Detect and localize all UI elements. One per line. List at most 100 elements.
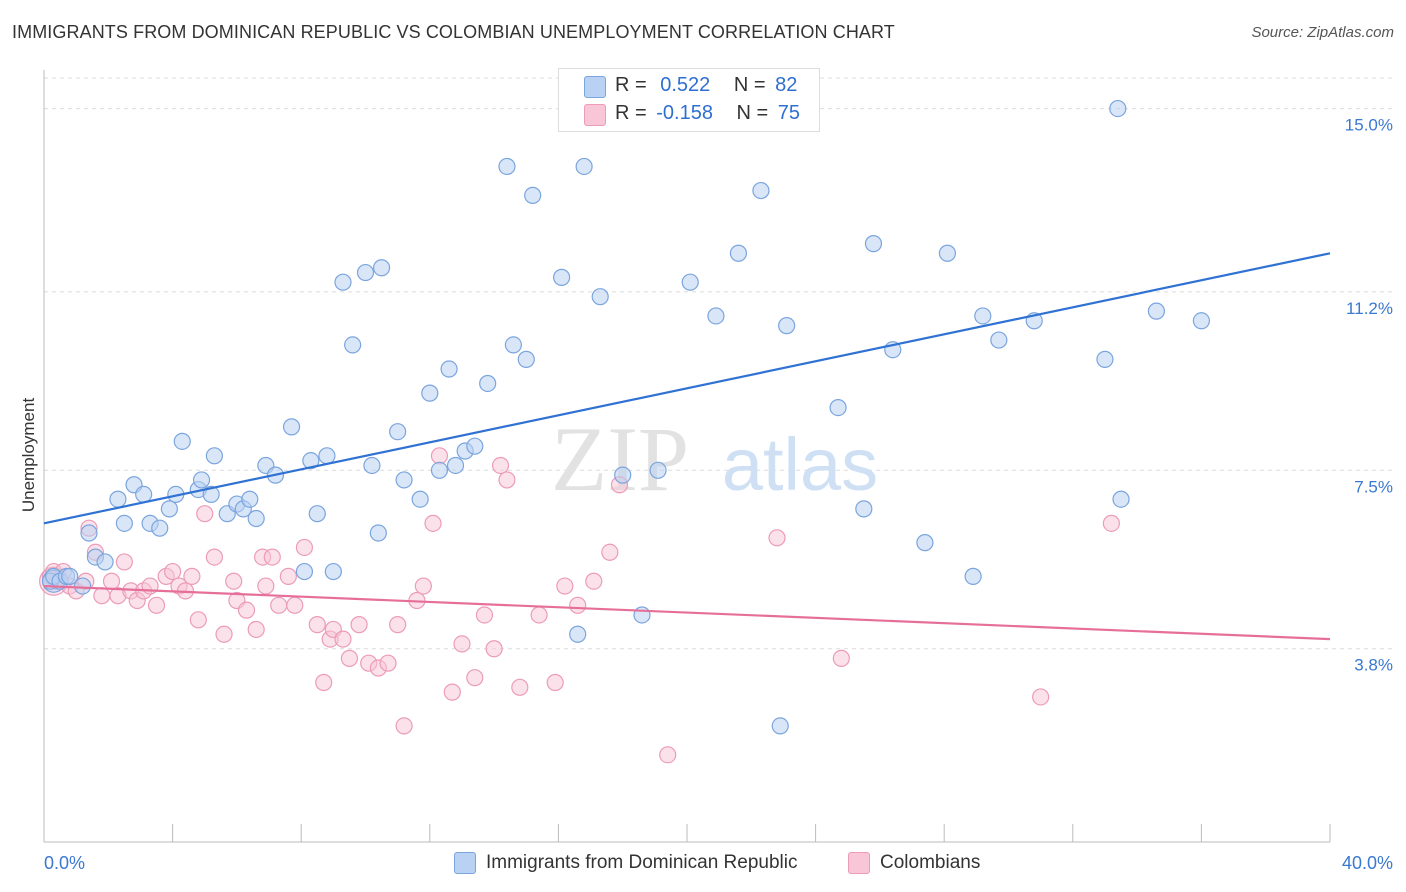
colombians-point [115,553,133,571]
dominican-point [205,447,223,465]
dominican-point [324,562,342,581]
dominican-point [938,244,957,262]
legend-r-value: 0.522 [660,74,711,96]
dominican-point [135,485,153,504]
dominican-point [334,273,352,291]
colombians-point [530,606,548,624]
colombians-point [164,562,182,581]
chart-title: IMMIGRANTS FROM DOMINICAN REPUBLIC VS CO… [12,22,895,42]
dominican-point [752,181,770,200]
colombians-point [247,620,265,639]
dominican-point [363,456,381,475]
colombians-point [1032,688,1050,706]
x-tick-label-max: 40.0% [1342,853,1393,873]
dominican-point [524,186,542,204]
colombians-point [189,611,207,629]
dominican-point [160,500,178,518]
dominican-point [302,452,320,470]
colombians-trend-line [43,584,1331,641]
colombians-point [205,548,223,566]
dominican-point [504,336,522,354]
dominican-point [61,567,79,585]
colombians-point [340,649,359,667]
colombians-point [443,683,461,701]
colombians-point [1102,514,1120,532]
correlation-legend: R = 0.522 N = 82 R = -0.158 N = 75 [558,68,820,132]
dominican-point [241,490,259,508]
colombians-point [569,596,587,614]
watermark: ZIP atlas [551,408,878,510]
colombians-point [102,572,121,590]
y-tick-label: 15.0% [1345,116,1393,135]
legend-r-label: R = [615,102,647,124]
y-tick-label: 11.2% [1346,299,1393,318]
colombians-point [225,572,243,590]
dominican-point [372,259,391,277]
bottom-legend-swatch-blue [454,852,476,874]
dominican-point [411,490,429,508]
dominican-point [916,534,934,552]
dominican-point [1112,490,1130,508]
colombians-point [215,625,233,643]
colombians-point [196,505,214,523]
legend-n-value: 82 [775,74,798,96]
dominican-point [109,490,127,508]
dominican-point [115,514,133,532]
colombians-point [768,529,786,547]
bottom-legend-swatch-pink [848,852,870,874]
legend-r-value: -0.158 [656,102,713,124]
colombians-point [350,616,368,634]
dominican-point [344,336,362,354]
dominican-point [1147,302,1165,320]
legend-swatch-blue [584,76,606,98]
bottom-legend-dominican: Immigrants from Dominican Republic [454,852,798,874]
dominican-point [829,398,847,417]
colombians-point [379,654,397,672]
colombians-point [498,471,516,489]
legend-r-label: R = [615,74,647,96]
dominican-point [553,268,571,286]
dominican-point [308,505,326,523]
colombians-point [279,567,297,585]
dominican-point [771,717,789,735]
dominican-trend-line [43,252,1331,525]
dominican-point [479,374,497,393]
axes [43,70,1331,843]
dominican-point [446,456,465,475]
legend-n-label: N = [733,74,766,96]
colombians-point [295,538,314,557]
x-tick-label-min: 0.0% [44,853,85,873]
dominican-point [247,509,265,528]
colombians-point [491,456,510,475]
colombians-point [601,543,619,561]
colombians-point [832,649,850,667]
colombians-point [475,606,494,624]
dominican-point [729,244,748,262]
dominican-point [649,461,667,479]
watermark-zip: ZIP [551,408,689,510]
dominican-point [151,519,169,537]
colombians-point [395,717,413,735]
colombians-point [585,572,603,590]
dominican-point [356,263,375,282]
colombians-point [93,587,111,605]
dominican-point [1096,350,1114,368]
dominican-point [778,317,796,335]
dominican-point [318,447,336,465]
bottom-legend-colombians: Colombians [848,852,980,874]
dominican-point [614,466,632,484]
colombians-point [183,567,201,585]
dominican-point [990,331,1008,349]
dominican-point [1192,312,1211,330]
dominican-point [855,500,873,518]
dominican-point [389,423,407,441]
dominican-point [1109,99,1127,118]
dominican-point [173,432,191,450]
grid-lines [44,77,1395,650]
colombians-point [308,616,326,634]
dominican-point [864,235,883,253]
bottom-legend-label-dominican: Immigrants from Dominican Republic [486,852,798,873]
dominican-point [591,288,609,306]
y-axis-title: Unemployment [19,398,38,513]
dominican-point [192,471,211,489]
